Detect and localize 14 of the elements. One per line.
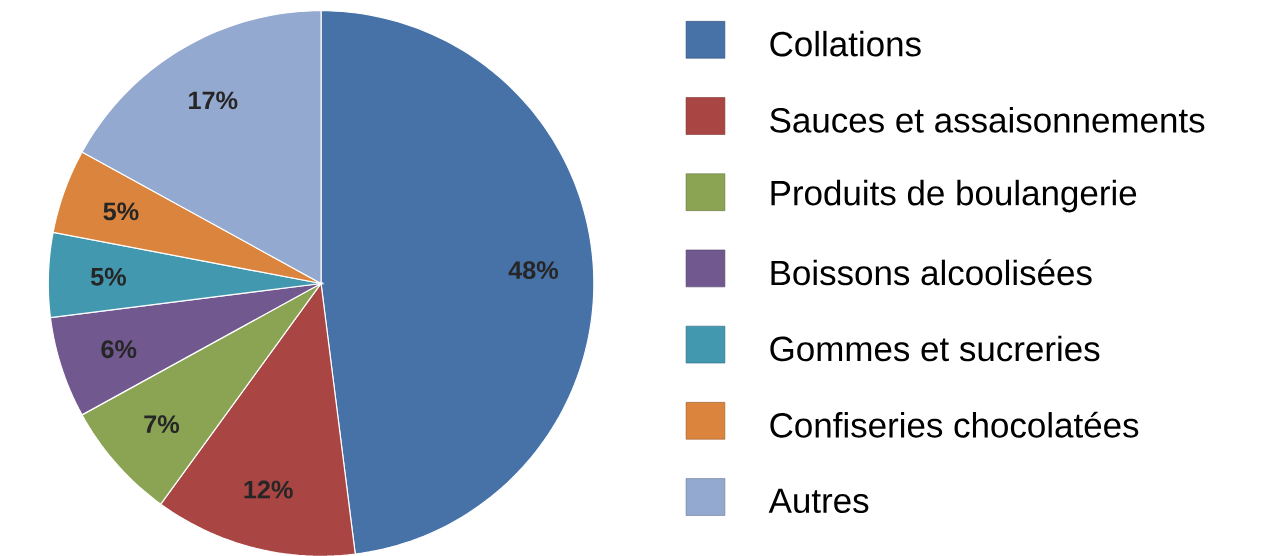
data-label: 6% [101,340,137,359]
legend-label: Confiseries chocolatées [770,411,1139,438]
legend-label: Gommes et sucreries [770,335,1100,362]
data-label: 5% [90,267,126,286]
legend-label: Collations [770,30,921,57]
data-label: 48% [508,261,558,279]
legend-label: Boissons alcoolisées [771,259,1092,286]
data-label: 12% [244,480,293,499]
data-label: 17% [189,91,238,110]
data-label: 5% [103,202,139,221]
data-label: 7% [144,415,180,433]
legend-label: Autres [768,488,869,513]
legend-label: Produits de boulangerie [771,179,1137,213]
legend-label: Sauces et assaisonnements [770,106,1205,133]
